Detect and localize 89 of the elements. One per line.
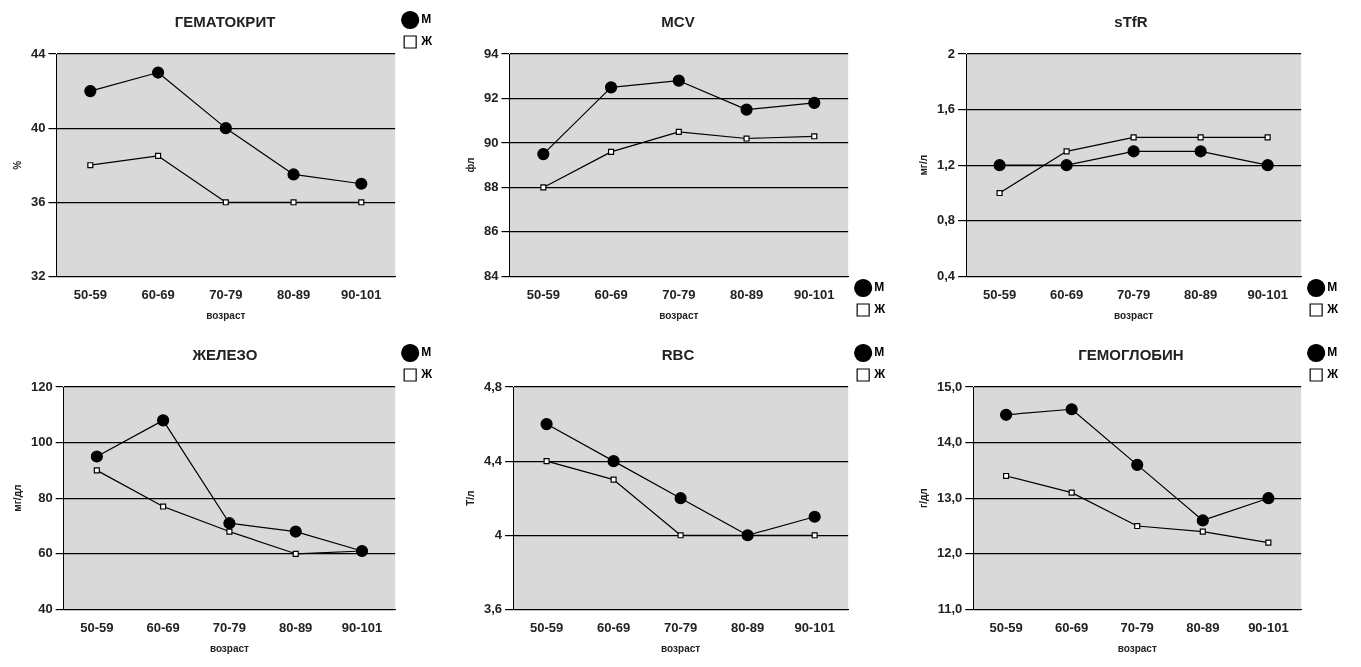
y-tick-label: 0,8 (936, 212, 956, 228)
y-tick-label: 84 (483, 267, 500, 283)
x-tick-label: 50-59 (73, 286, 107, 302)
legend-label: Ж (420, 367, 433, 382)
y-axis-title: мг/дл (11, 484, 23, 512)
x-tick-label: 90-101 (1247, 286, 1288, 302)
x-axis-title: возраст (206, 309, 246, 321)
y-tick-label: 13,0 (936, 489, 963, 505)
x-tick-label: 60-69 (141, 286, 175, 302)
y-tick-label: 1,2 (936, 156, 956, 172)
chart-title: RBC (661, 346, 695, 364)
y-tick-label: 120 (30, 378, 53, 394)
x-tick-label: 50-59 (989, 619, 1023, 635)
legend-label: Ж (873, 367, 886, 382)
y-tick-label: 44 (30, 45, 47, 61)
y-tick-label: 40 (38, 600, 53, 616)
legend-label: Ж (1326, 302, 1339, 317)
y-tick-label: 80 (38, 489, 53, 505)
y-tick-label: 94 (483, 45, 500, 61)
y-tick-label: 86 (483, 223, 499, 239)
x-tick-label: 70-79 (212, 619, 247, 635)
y-tick-label: 3,6 (483, 600, 503, 616)
y-tick-label: 40 (30, 119, 46, 135)
x-tick-label: 70-79 (662, 286, 696, 302)
x-axis-title: возраст (661, 642, 701, 654)
x-tick-label: 60-69 (1049, 286, 1084, 302)
y-tick-label: 12,0 (936, 545, 963, 561)
x-axis-title: возраст (659, 309, 699, 321)
chart-title: ГЕМАТОКРИТ (174, 13, 276, 31)
legend-label: М (1327, 280, 1338, 295)
chart-title: sTfR (1114, 13, 1148, 31)
y-tick-label: 4,8 (483, 378, 503, 394)
x-tick-label: 70-79 (663, 619, 698, 635)
x-tick-label: 90-101 (341, 286, 382, 302)
x-tick-label: 80-89 (731, 619, 765, 635)
y-tick-label: 14,0 (936, 434, 963, 450)
x-tick-label: 50-59 (526, 286, 560, 302)
x-axis-title: возраст (209, 642, 250, 654)
y-tick-label: 4,4 (483, 452, 503, 468)
x-tick-label: 70-79 (1116, 286, 1151, 302)
chart-title: ГЕМОГЛОБИН (1078, 346, 1184, 364)
x-tick-label: 60-69 (594, 286, 628, 302)
x-tick-label: 50-59 (529, 619, 564, 635)
x-tick-label: 60-69 (1055, 619, 1089, 635)
y-tick-label: 88 (483, 179, 499, 195)
y-tick-label: 36 (30, 193, 46, 209)
x-tick-label: 60-69 (146, 619, 180, 635)
y-tick-label: 0,4 (936, 267, 956, 283)
legend-label: М (874, 345, 885, 360)
chart-title: ЖЕЛЕЗО (191, 346, 258, 364)
x-axis-title: возраст (1117, 642, 1157, 654)
y-tick-label: 92 (483, 90, 499, 106)
y-tick-label: 15,0 (936, 378, 963, 394)
x-tick-label: 90-101 (341, 619, 383, 635)
x-tick-label: 90-101 (794, 619, 835, 635)
y-tick-label: 32 (30, 267, 46, 283)
x-tick-label: 50-59 (982, 286, 1017, 302)
x-tick-label: 90-101 (1248, 619, 1289, 635)
legend-label: М (874, 280, 885, 295)
y-axis-title: мг/л (917, 154, 929, 176)
x-tick-label: 80-89 (1186, 619, 1220, 635)
legend-label: М (421, 12, 432, 27)
legend-label: Ж (873, 302, 886, 317)
x-tick-label: 80-89 (1184, 286, 1218, 302)
x-tick-label: 70-79 (209, 286, 243, 302)
x-tick-label: 90-101 (794, 286, 835, 302)
y-tick-label: 60 (38, 545, 53, 561)
y-axis-title: Т/л (464, 490, 476, 506)
x-tick-label: 80-89 (279, 619, 313, 635)
y-tick-label: 4 (494, 526, 503, 542)
x-tick-label: 50-59 (80, 619, 114, 635)
y-tick-label: 90 (483, 134, 499, 150)
x-tick-label: 60-69 (596, 619, 631, 635)
x-tick-label: 70-79 (1120, 619, 1154, 635)
chart-title: MCV (661, 13, 695, 31)
y-axis-title: % (11, 160, 23, 170)
x-tick-label: 80-89 (276, 286, 311, 302)
y-axis-title: г/дл (917, 488, 929, 509)
legend-label: М (1327, 345, 1338, 360)
x-tick-label: 80-89 (729, 286, 764, 302)
legend-label: Ж (1326, 367, 1339, 382)
legend-label: М (421, 345, 432, 360)
y-axis-title: фл (464, 157, 476, 173)
y-tick-label: 1,6 (936, 101, 956, 117)
y-tick-label: 2 (947, 45, 956, 61)
y-tick-label: 11,0 (937, 600, 963, 616)
x-axis-title: возраст (1114, 309, 1154, 321)
y-tick-label: 100 (30, 434, 53, 450)
legend-label: Ж (420, 34, 433, 49)
